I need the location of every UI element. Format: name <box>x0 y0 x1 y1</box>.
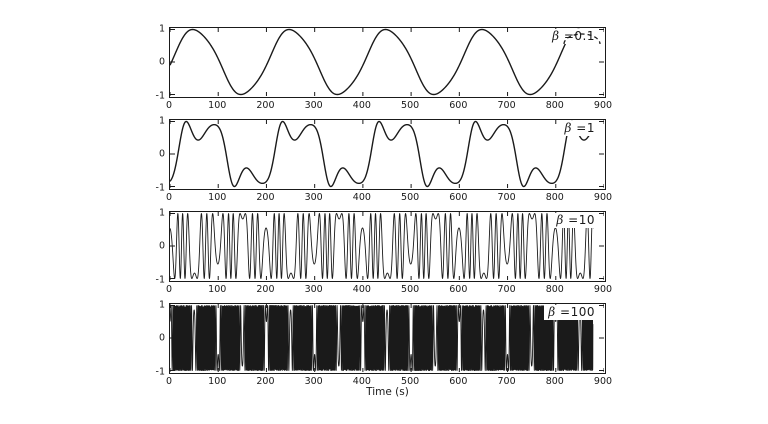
beta-annotation: β =1 <box>560 121 599 136</box>
x-tick-label: 600 <box>449 192 468 203</box>
x-tick-label: 600 <box>449 376 468 387</box>
plot-area: β =100 <box>169 303 606 374</box>
y-tick-label: -1 <box>155 274 165 286</box>
beta-value: =1 <box>571 121 595 135</box>
fm-waveform-beta-1 <box>170 120 604 188</box>
x-tick-label: 400 <box>352 192 371 203</box>
beta-symbol: β <box>552 29 560 43</box>
x-tick-label: 700 <box>497 376 516 387</box>
beta-symbol: β <box>564 121 572 135</box>
x-tick-label: 900 <box>593 192 613 203</box>
y-tick-label: 1 <box>158 115 165 127</box>
x-tick-label: 900 <box>593 376 613 387</box>
plot-area: β =10 <box>169 211 606 282</box>
beta-symbol: β <box>548 305 556 319</box>
x-tick-label: 100 <box>208 100 227 111</box>
x-tick-labels: 0 100 200 300 400 500 600 700 800 900 <box>165 192 612 204</box>
x-tick-labels: 0 100 200 300 400 500 600 700 800 900 <box>165 100 612 112</box>
y-tick-label: 1 <box>158 299 165 311</box>
x-tick-label: 0 <box>165 100 173 111</box>
y-tick-label: 1 <box>158 207 165 219</box>
x-tick-label: 500 <box>401 376 420 387</box>
x-tick-labels: 0 100 200 300 400 500 600 700 800 900 <box>165 376 612 388</box>
x-tick-label: 600 <box>449 284 468 295</box>
y-tick-label: -1 <box>155 182 165 194</box>
y-tick-label: 0 <box>158 240 165 252</box>
fm-panel-beta-10: 1 0 -1 β =10 0 100 200 300 400 500 600 700 800 90… <box>156 208 613 296</box>
fm-waveform-beta-0-1 <box>170 28 604 96</box>
x-tick-label: 900 <box>593 100 613 111</box>
x-axis-title: Time (s) <box>366 386 409 398</box>
x-tick-label: 100 <box>208 192 227 203</box>
fm-panel-beta-100: 1 0 -1 β =100 0 100 200 300 400 500 600 700 800 9… <box>156 300 613 388</box>
x-tick-label: 400 <box>352 284 371 295</box>
y-tick-label: 0 <box>158 148 165 160</box>
x-tick-label: 800 <box>545 100 564 111</box>
x-tick-label: 800 <box>545 192 564 203</box>
beta-annotation: β =0.1 <box>548 29 599 44</box>
beta-value: =10 <box>563 213 595 227</box>
plot-area: β =1 <box>169 119 606 190</box>
y-tick-label: -1 <box>155 90 165 102</box>
x-tick-label: 0 <box>165 192 173 203</box>
fm-panel-beta-0-1: 1 0 -1 β =0.1 0 100 200 300 400 500 600 700 800 9… <box>156 24 613 112</box>
x-tick-label: 500 <box>401 100 420 111</box>
fm-panel-beta-1: 1 0 -1 β =1 0 100 200 300 400 500 600 700 800 900 <box>156 116 613 204</box>
x-tick-label: 200 <box>256 284 275 295</box>
x-tick-label: 700 <box>497 284 516 295</box>
x-tick-label: 200 <box>256 376 275 387</box>
fm-waveform-beta-10 <box>170 212 604 280</box>
x-tick-label: 800 <box>545 376 564 387</box>
x-tick-label: 300 <box>304 284 323 295</box>
fm-waveform-beta-100 <box>170 304 604 372</box>
x-tick-label: 500 <box>401 192 420 203</box>
beta-symbol: β <box>556 213 564 227</box>
x-tick-label: 700 <box>497 100 516 111</box>
y-tick-label: 0 <box>158 332 165 344</box>
x-tick-labels: 0 100 200 300 400 500 600 700 800 900 <box>165 284 612 296</box>
x-tick-label: 500 <box>401 284 420 295</box>
x-tick-label: 100 <box>208 284 227 295</box>
x-tick-label: 200 <box>256 100 275 111</box>
y-tick-label: 1 <box>158 23 165 35</box>
y-tick-label: 0 <box>158 56 165 68</box>
plot-area: β =0.1 <box>169 27 606 98</box>
x-tick-label: 400 <box>352 376 371 387</box>
x-tick-label: 0 <box>165 376 173 387</box>
x-tick-label: 600 <box>449 100 468 111</box>
x-tick-label: 200 <box>256 192 275 203</box>
x-tick-label: 300 <box>304 100 323 111</box>
x-tick-label: 0 <box>165 284 173 295</box>
x-tick-label: 300 <box>304 376 323 387</box>
x-tick-label: 700 <box>497 192 516 203</box>
x-tick-label: 800 <box>545 284 564 295</box>
y-tick-label: -1 <box>155 366 165 378</box>
beta-value: =100 <box>555 305 595 319</box>
beta-value: =0.1 <box>559 29 595 43</box>
x-tick-label: 400 <box>352 100 371 111</box>
x-tick-label: 300 <box>304 192 323 203</box>
beta-annotation: β =10 <box>552 213 599 228</box>
beta-annotation: β =100 <box>544 305 599 320</box>
x-tick-label: 900 <box>593 284 613 295</box>
x-tick-label: 100 <box>208 376 227 387</box>
